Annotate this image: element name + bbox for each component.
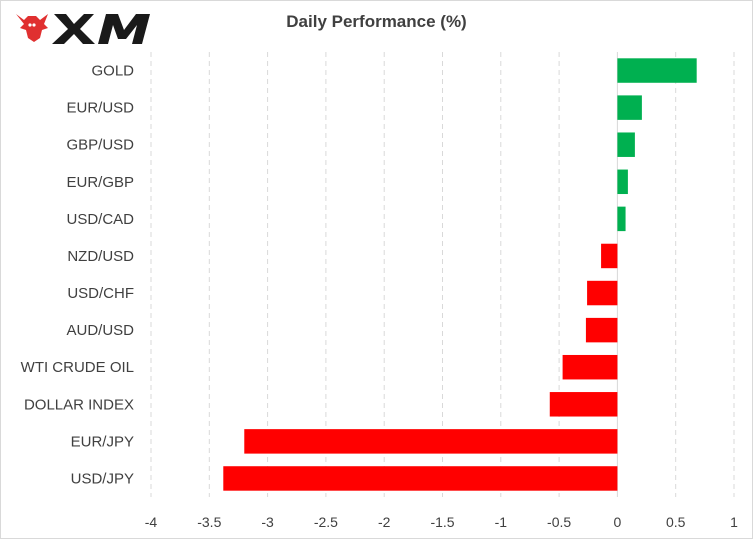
category-label: AUD/USD	[66, 322, 134, 339]
bar	[617, 58, 697, 83]
category-label: DOLLAR INDEX	[24, 396, 134, 413]
bar	[587, 280, 618, 306]
gridlines	[150, 52, 735, 497]
category-label: WTI CRUDE OIL	[21, 359, 134, 376]
category-label: EUR/GBP	[66, 174, 134, 191]
x-tick-label: -0.5	[547, 514, 571, 530]
bar	[617, 95, 642, 120]
x-tick-label: 0.5	[666, 514, 686, 530]
x-tick-label: -2	[378, 514, 391, 530]
bars	[223, 58, 697, 491]
bar	[549, 392, 618, 417]
bar	[601, 243, 618, 269]
x-tick-label: 1	[730, 514, 738, 530]
category-label: USD/JPY	[71, 470, 134, 487]
bar	[223, 466, 618, 491]
category-label: NZD/USD	[67, 248, 134, 265]
bar	[617, 169, 628, 195]
category-label: USD/CHF	[67, 285, 134, 302]
x-tick-label: -1.5	[430, 514, 454, 530]
category-label: GOLD	[91, 63, 134, 80]
x-tick-label: -3.5	[197, 514, 221, 530]
category-labels: GOLD EUR/USD GBP/USD EUR/GBP USD/CAD NZD/USD U…	[21, 63, 135, 488]
category-label: USD/CAD	[66, 211, 134, 228]
bar	[244, 429, 618, 454]
category-label: GBP/USD	[66, 137, 134, 154]
category-label: EUR/USD	[66, 100, 134, 117]
bar	[617, 132, 635, 157]
chart-title-text: Daily Performance (%)	[286, 12, 467, 31]
xm-logo	[16, 14, 150, 44]
x-tick-label: -1	[495, 514, 508, 530]
bar	[562, 354, 618, 380]
x-tick-label: 0	[614, 514, 622, 530]
bull-icon	[16, 14, 48, 42]
bar	[585, 317, 618, 343]
x-tick-label: -3	[261, 514, 274, 530]
xm-wordmark	[52, 14, 150, 44]
x-tick-labels: -4 -3.5 -3 -2.5 -2 -1.5 -1 -0.5 0 0.5 1	[145, 514, 738, 530]
bar	[617, 206, 626, 232]
x-tick-label: -4	[145, 514, 158, 530]
x-tick-label: -2.5	[314, 514, 338, 530]
category-label: EUR/JPY	[71, 433, 134, 450]
chart-title: Daily Performance (%)	[0, 12, 753, 32]
